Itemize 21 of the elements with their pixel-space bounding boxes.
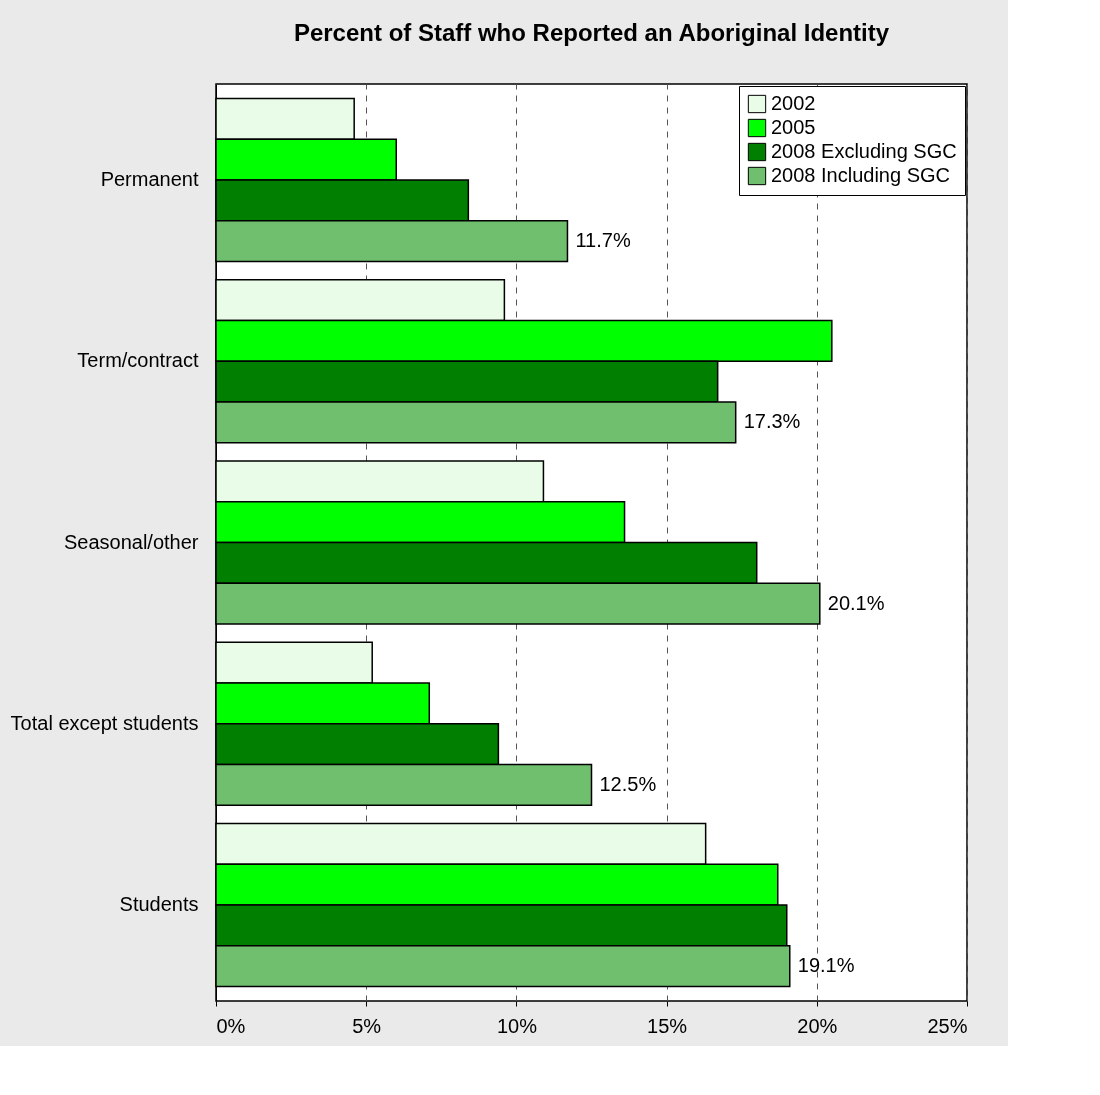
data-label: 20.1%: [827, 591, 885, 614]
chart-title: Percent of Staff who Reported an Aboriginal Identity: [293, 19, 890, 46]
data-label: 11.7%: [575, 229, 631, 252]
x-tick-label: 0%: [216, 1014, 246, 1037]
data-label: 19.1%: [797, 954, 855, 977]
y-tick-label: Total except students: [10, 711, 199, 734]
y-tick-label: Seasonal/other: [63, 530, 199, 553]
legend-label: 2002: [771, 92, 816, 114]
legend-label: 2008 Excluding SGC: [771, 140, 957, 162]
data-label: 17.3%: [743, 410, 801, 433]
x-tick-label: 20%: [797, 1014, 838, 1037]
y-tick-label: Students: [119, 892, 199, 915]
x-tick-label: 10%: [496, 1014, 538, 1037]
legend-label: 2008 Including SGC: [771, 164, 951, 186]
x-tick-label: 15%: [647, 1014, 688, 1037]
data-label: 12.5%: [599, 772, 657, 795]
y-tick-label: Permanent: [100, 168, 199, 191]
y-tick-label: Term/contract: [77, 349, 199, 372]
x-tick-label: 5%: [352, 1014, 382, 1037]
legend-label: 2005: [771, 116, 816, 138]
x-tick-label: 25%: [927, 1014, 968, 1037]
